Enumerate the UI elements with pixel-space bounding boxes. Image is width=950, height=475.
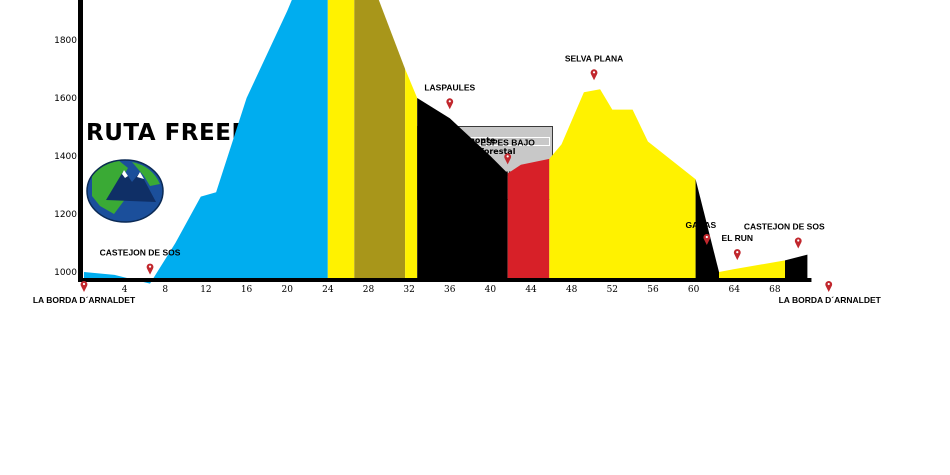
map-pin-icon: [703, 234, 711, 245]
profile-segment-senda-enduro: [785, 254, 808, 278]
x-tick-label: 40: [485, 285, 497, 295]
logo-snow-peak: [137, 172, 144, 179]
profile-segment-freeride: [354, 0, 406, 278]
y-tick-label: 1600: [54, 94, 77, 104]
x-tick-label: 68: [769, 285, 781, 295]
map-pin-body: [446, 98, 454, 110]
map-pin-icon: [590, 69, 598, 81]
legend-label-pista-forestal: Pista forestal: [455, 147, 516, 156]
legend-label-senda-enduro: Senda enduro: [455, 169, 518, 178]
x-tick-label: 48: [566, 285, 578, 295]
map-pin-hole: [827, 282, 830, 286]
map-pin-body: [703, 234, 711, 245]
legend-item-pista-forestal: Pista forestal: [426, 147, 550, 158]
map-pin-hole: [148, 265, 152, 268]
page-title: RUTA FREERIDE: [86, 120, 295, 146]
waypoint-label: CASTEJON DE SOS: [100, 248, 181, 258]
logo-globe-land-west: [92, 160, 128, 214]
x-tick-label: 60: [688, 285, 700, 295]
map-pin-hole: [736, 251, 739, 254]
map-pin-hole: [448, 100, 451, 103]
map-pin-hole: [797, 239, 800, 242]
legend-item-freeride: Freeride: [426, 158, 550, 169]
y-tick-label: 1800: [54, 36, 77, 46]
waypoint-label: CASTEJON DE SOS: [744, 222, 825, 232]
map-pin-body: [80, 281, 88, 292]
legend-item-remonte: Remonte: [426, 136, 550, 147]
x-tick-label: 36: [444, 285, 456, 295]
waypoint-label: SELVA PLANA: [565, 53, 623, 63]
globe-mountain-icon: [86, 159, 164, 223]
profile-segment-senda-enduro: [695, 179, 719, 278]
legend-label-freeride: Freeride: [455, 158, 493, 167]
map-pin-body: [146, 263, 154, 275]
map-pin-body: [825, 280, 833, 292]
waypoint-label: LA BORDA D´ARNALDET: [33, 295, 136, 305]
logo-globe-outline: [86, 159, 164, 223]
map-pin-body: [794, 237, 802, 249]
legend-item-senda-enduro: Senda enduro: [426, 169, 550, 180]
y-tick-label: 1400: [54, 152, 77, 162]
x-tick-label: 24: [322, 285, 334, 295]
waypoint-label: EL RUN: [722, 233, 754, 243]
logo-mountain: [106, 170, 156, 202]
x-tick-label: 4: [122, 285, 128, 295]
map-pin-body: [590, 69, 598, 81]
legend-item-asfalto: Asfalto: [426, 180, 550, 191]
x-tick-label: 56: [647, 285, 659, 295]
chart-legend: Remonte Pista forestal Freeride Senda en…: [417, 126, 553, 200]
x-tick-label: 64: [729, 285, 741, 295]
map-pin-icon: [733, 249, 741, 261]
map-pin-hole: [82, 282, 86, 286]
map-pin-icon: [825, 280, 833, 292]
x-axis-line: [80, 278, 812, 282]
map-pin-icon: [446, 98, 454, 110]
waypoint-label: GABAS: [685, 220, 716, 230]
map-pin-icon: [794, 237, 802, 249]
map-pin-icon: [80, 281, 88, 292]
waypoint-label: LA BORDA D´ARNALDET: [779, 295, 882, 305]
x-tick-label: 16: [241, 285, 253, 295]
x-tick-label: 52: [607, 285, 618, 295]
logo-globe-land-east: [132, 162, 160, 186]
x-tick-label: 44: [525, 285, 537, 295]
waypoint-label: LASPAULES: [424, 82, 475, 92]
logo-globe-sea: [87, 160, 163, 222]
x-tick-label: 8: [162, 285, 168, 295]
logo-snow-peak: [122, 170, 128, 178]
legend-label-remonte: Remonte: [455, 136, 496, 145]
x-tick-label: 20: [281, 285, 293, 295]
x-tick-label: 28: [363, 285, 375, 295]
profile-segment-pista-forestal: [719, 260, 785, 278]
x-tick-label: 32: [403, 285, 414, 295]
map-pin-icon: [146, 263, 154, 275]
x-tick-label: 12: [200, 285, 211, 295]
profile-segment-pista-forestal: [327, 0, 355, 278]
profile-segment-pista-forestal: [549, 89, 696, 278]
legend-label-asfalto: Asfalto: [455, 180, 487, 189]
map-pin-hole: [592, 71, 596, 74]
map-pin-body: [733, 249, 741, 261]
y-tick-label: 1200: [54, 210, 77, 220]
map-pin-hole: [705, 235, 708, 239]
profile-segment-pista-forestal: [405, 69, 418, 278]
y-tick-label: 1000: [54, 268, 77, 278]
y-axis-line: [78, 0, 83, 282]
